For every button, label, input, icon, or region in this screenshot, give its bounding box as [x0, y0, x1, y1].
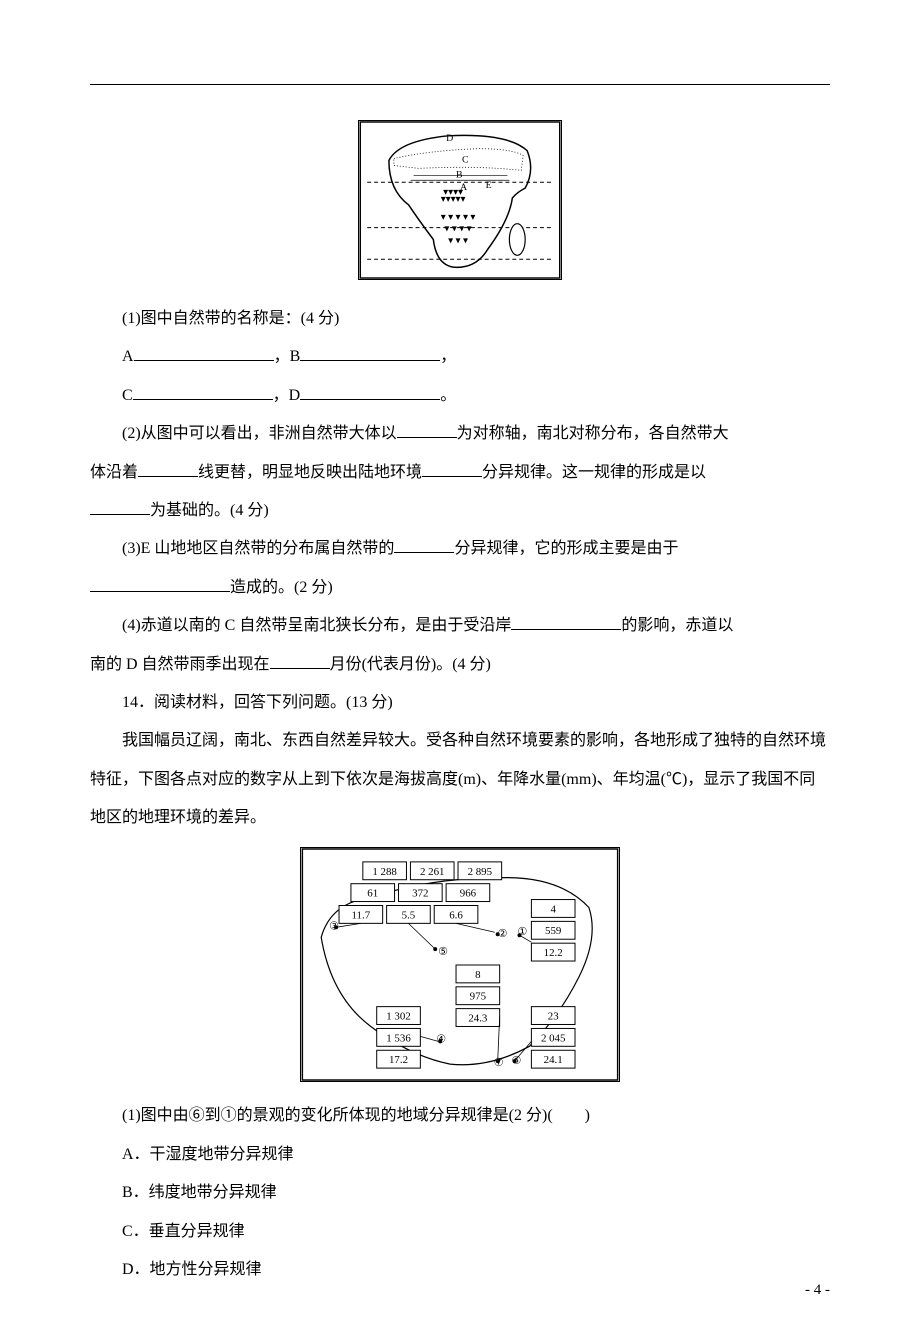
- q13-line-cd: C ，D 。: [90, 377, 830, 415]
- svg-text:▾ ▾ ▾ ▾ ▾: ▾ ▾ ▾ ▾ ▾: [441, 212, 476, 223]
- blank-a[interactable]: [134, 345, 274, 361]
- blank-p4-1[interactable]: [511, 614, 621, 630]
- comma-d: ，D: [273, 387, 301, 404]
- option-c[interactable]: C．垂直分异规律: [122, 1213, 830, 1251]
- blank-p2-2[interactable]: [138, 461, 198, 477]
- map-label-c: C: [462, 154, 469, 165]
- q13-p4-line1: (4)赤道以南的 C 自然带呈南北狭长分布，是由于受沿岸 的影响，赤道以: [90, 607, 830, 645]
- figure-africa-map: ▾▾▾▾ ▾▾▾▾▾ A B C D E ▾ ▾ ▾ ▾ ▾ ▾ ▾ ▾ ▾ ▾…: [358, 120, 562, 280]
- q13-p1-lead: (1)图中自然带的名称是：(4 分): [90, 300, 830, 338]
- q14-p1: (1)图中由⑥到①的景观的变化所体现的地域分异规律是(2 分)( ): [90, 1097, 830, 1135]
- q14-intro: 我国幅员辽阔，南北、东西自然差异较大。受各种自然环境要素的影响，各地形成了独特的…: [90, 722, 830, 837]
- p3-b: 分异规律，它的形成主要是由于: [454, 540, 678, 557]
- svg-text:61: 61: [367, 888, 378, 900]
- svg-text:1 536: 1 536: [386, 1033, 411, 1045]
- q13-p3-line1: (3)E 山地地区自然带的分布属自然带的 分异规律，它的形成主要是由于: [90, 530, 830, 568]
- p4-b: 的影响，赤道以: [621, 617, 733, 634]
- svg-text:1 302: 1 302: [386, 1011, 411, 1023]
- blank-d[interactable]: [300, 384, 440, 400]
- svg-text:▾ ▾ ▾: ▾ ▾ ▾: [448, 235, 468, 246]
- option-d[interactable]: D．地方性分异规律: [122, 1251, 830, 1289]
- svg-text:▾▾▾▾▾: ▾▾▾▾▾: [441, 194, 466, 205]
- q13-p2-line1: (2)从图中可以看出，非洲自然带大体以 为对称轴，南北对称分布，各自然带大: [90, 415, 830, 453]
- q13-p4-line2: 南的 D 自然带雨季出现在 月份(代表月份)。(4 分): [90, 646, 830, 684]
- svg-text:⑤: ⑤: [438, 947, 448, 959]
- svg-text:8: 8: [475, 969, 481, 981]
- header-rule-line: [90, 84, 830, 85]
- period-end: 。: [440, 387, 456, 404]
- p4-d: 月份(代表月份)。(4 分): [330, 656, 491, 673]
- map-label-e: E: [486, 180, 492, 191]
- svg-text:6.6: 6.6: [449, 910, 463, 922]
- q14-options: A．干湿度地带分异规律 B．纬度地带分异规律 C．垂直分异规律 D．地方性分异规…: [122, 1136, 830, 1290]
- p2-e: 分异规律。这一规律的形成是以: [482, 464, 706, 481]
- blank-p2-1[interactable]: [397, 422, 457, 438]
- p4-c: 南的 D 自然带雨季出现在: [90, 656, 270, 673]
- blank-p2-3[interactable]: [422, 461, 482, 477]
- svg-text:4: 4: [550, 904, 556, 916]
- p2-d: 线更替，明显地反映出陆地环境: [198, 464, 422, 481]
- label-c: C: [122, 387, 133, 404]
- svg-text:23: 23: [548, 1011, 559, 1023]
- svg-text:2 045: 2 045: [541, 1033, 566, 1045]
- q13-p2-line2: 体沿着 线更替，明显地反映出陆地环境 分异规律。这一规律的形成是以: [90, 454, 830, 492]
- svg-text:5.5: 5.5: [402, 910, 416, 922]
- svg-text:24.1: 24.1: [544, 1055, 563, 1067]
- svg-text:559: 559: [545, 926, 561, 938]
- svg-text:966: 966: [460, 888, 477, 900]
- label-a: A: [122, 348, 134, 365]
- comma-b: ，B: [274, 348, 301, 365]
- svg-text:▾ ▾ ▾ ▾: ▾ ▾ ▾ ▾: [444, 224, 471, 235]
- map-label-d: D: [446, 133, 453, 144]
- figure-china-map: 1 288 2 261 2 895 61 372 966 11.7 5.5 6.…: [300, 847, 620, 1082]
- map-label-a: A: [460, 182, 468, 193]
- svg-text:12.2: 12.2: [544, 948, 563, 960]
- p2-f: 为基础的。(4 分): [150, 502, 269, 519]
- map-label-b: B: [456, 169, 463, 180]
- svg-text:975: 975: [470, 991, 487, 1003]
- blank-p3-1[interactable]: [394, 537, 454, 553]
- p4-a: (4)赤道以南的 C 自然带呈南北狭长分布，是由于受沿岸: [122, 617, 511, 634]
- p2-c: 体沿着: [90, 464, 138, 481]
- svg-text:1 288: 1 288: [372, 866, 397, 878]
- p2-a: (2)从图中可以看出，非洲自然带大体以: [122, 425, 397, 442]
- q13-p3-line2: 造成的。(2 分): [90, 569, 830, 607]
- page-number: - 4 -: [805, 1282, 830, 1299]
- comma-end1: ，: [440, 348, 456, 365]
- q14-header: 14．阅读材料，回答下列问题。(13 分): [90, 684, 830, 722]
- p3-a: (3)E 山地地区自然带的分布属自然带的: [122, 540, 394, 557]
- option-b[interactable]: B．纬度地带分异规律: [122, 1174, 830, 1212]
- q13-line-ab: A ，B ，: [90, 338, 830, 376]
- svg-text:⑦: ⑦: [494, 1058, 504, 1070]
- blank-p3-2[interactable]: [90, 576, 230, 592]
- svg-text:2 261: 2 261: [420, 866, 445, 878]
- svg-text:17.2: 17.2: [389, 1055, 408, 1067]
- blank-c[interactable]: [133, 384, 273, 400]
- svg-text:④: ④: [436, 1034, 446, 1046]
- p3-c: 造成的。(2 分): [230, 579, 333, 596]
- q13-p2-line3: 为基础的。(4 分): [90, 492, 830, 530]
- option-a[interactable]: A．干湿度地带分异规律: [122, 1136, 830, 1174]
- svg-text:2 895: 2 895: [468, 866, 493, 878]
- svg-text:11.7: 11.7: [352, 910, 371, 922]
- blank-b[interactable]: [300, 345, 440, 361]
- blank-p2-4[interactable]: [90, 499, 150, 515]
- blank-p4-2[interactable]: [270, 653, 330, 669]
- svg-text:372: 372: [412, 888, 428, 900]
- p2-b: 为对称轴，南北对称分布，各自然带大: [457, 425, 729, 442]
- svg-text:24.3: 24.3: [468, 1013, 488, 1025]
